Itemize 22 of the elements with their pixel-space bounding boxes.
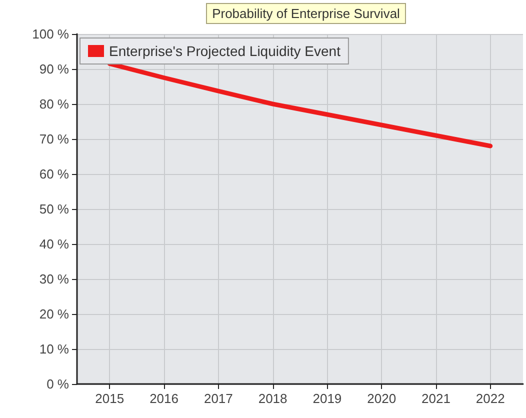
x-tick-label: 2015 bbox=[95, 391, 124, 406]
y-tick-label: 100 % bbox=[32, 26, 70, 42]
x-tick-label: 2018 bbox=[258, 391, 288, 406]
x-tick-label: 2017 bbox=[204, 391, 233, 406]
chart-title: Probability of Enterprise Survival bbox=[212, 6, 400, 21]
y-tick-label: 90 % bbox=[39, 62, 70, 76]
y-tick-label: 80 % bbox=[39, 96, 70, 112]
y-tick-label: 10 % bbox=[39, 342, 70, 356]
x-tick-label: 2019 bbox=[312, 391, 342, 406]
y-tick-label: 50 % bbox=[39, 202, 70, 216]
y-tick-label: 0 % bbox=[46, 376, 70, 392]
x-tick-label: 2020 bbox=[367, 391, 396, 406]
y-tick-label: 30 % bbox=[39, 272, 70, 286]
line-series bbox=[107, 62, 493, 148]
y-tick-label: 70 % bbox=[39, 132, 70, 146]
y-tick-label: 60 % bbox=[39, 166, 70, 182]
legend-label: Enterprise's Projected Liquidity Event bbox=[109, 43, 341, 59]
x-tick-label: 2022 bbox=[476, 391, 505, 406]
x-tick-label: 2016 bbox=[150, 391, 178, 406]
x-tick-label: 2021 bbox=[422, 391, 450, 406]
y-tick-label: 20 % bbox=[39, 306, 70, 322]
y-tick-label: 40 % bbox=[39, 236, 70, 252]
